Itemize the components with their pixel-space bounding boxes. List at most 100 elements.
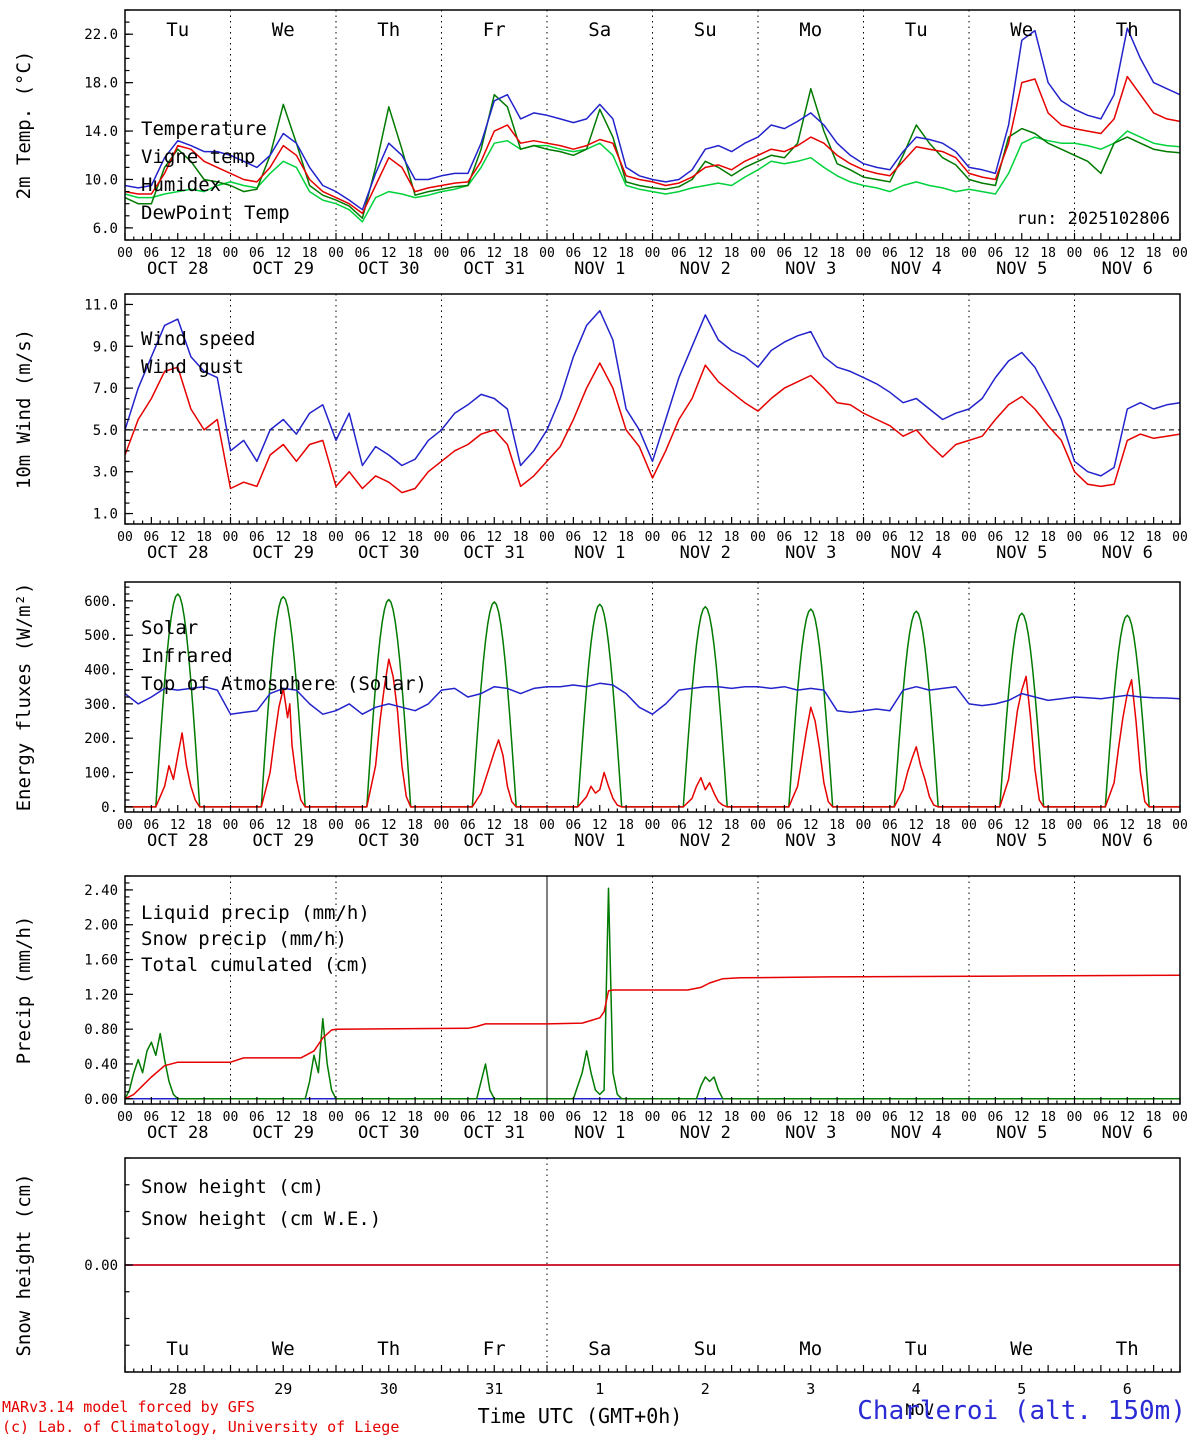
hour-tick-label: 06 <box>460 818 476 833</box>
hour-tick-label: 12 <box>381 818 397 833</box>
hour-tick-label: 00 <box>539 246 555 261</box>
hour-tick-label: 06 <box>882 246 898 261</box>
hour-tick-label: 00 <box>1067 818 1083 833</box>
hour-tick-label: 12 <box>592 818 608 833</box>
hour-tick-label: 18 <box>724 530 740 545</box>
y-tick-label: 18.0 <box>84 76 118 92</box>
station-label: Charleroi (alt. 150m) <box>857 1396 1186 1426</box>
day-name-label: Th <box>377 19 400 41</box>
date-label: NOV 5 <box>996 543 1047 563</box>
hour-tick-label: 06 <box>671 246 687 261</box>
hour-tick-label: 18 <box>513 818 529 833</box>
y-tick-label: 500. <box>84 628 118 644</box>
date-label: NOV 2 <box>680 543 731 563</box>
hour-tick-label: 00 <box>645 818 661 833</box>
date-label: NOV 3 <box>785 259 836 279</box>
date-label: OCT 29 <box>253 259 314 279</box>
y-tick-label: 0.00 <box>84 1092 118 1108</box>
legend-humidex: Humidex <box>141 174 221 196</box>
date-label: NOV 4 <box>891 543 942 563</box>
day-name-label: Su <box>694 19 717 41</box>
hour-tick-label: 12 <box>592 246 608 261</box>
legend-infrared: Infrared <box>141 645 233 667</box>
day-name-label: Fr <box>483 1338 506 1360</box>
hour-tick-label: 06 <box>671 530 687 545</box>
hour-tick-label: 00 <box>645 530 661 545</box>
panel-wind: 11.0 9.0 7.0 5.0 3.0 1.0 00 06 12 18 00 06 12 18 00 06 1… <box>13 293 1188 563</box>
hour-tick-label: 06 <box>460 530 476 545</box>
date-label: NOV 1 <box>574 259 625 279</box>
date-label: NOV 5 <box>996 831 1047 851</box>
panel-precip: 2.40 2.00 1.60 1.20 0.80 0.40 0.00 00 06 12 18 00 06… <box>13 875 1188 1143</box>
date-label: OCT 28 <box>147 543 208 563</box>
legend-top-of-atmosphere-solar: Top of Atmosphere (Solar) <box>141 673 427 695</box>
day-name-label: Th <box>1116 19 1139 41</box>
hour-tick-label: 00 <box>434 818 450 833</box>
day-name-label: We <box>272 1338 295 1360</box>
hour-tick-label: 12 <box>908 818 924 833</box>
hour-tick-label: 00 <box>328 530 344 545</box>
hour-tick-label: 00 <box>539 530 555 545</box>
legend-total-cumulated-cm: Total cumulated (cm) <box>141 954 370 976</box>
y-tick-label: 11.0 <box>84 297 118 313</box>
hour-tick-label: 12 <box>697 818 713 833</box>
hour-tick-label: 18 <box>513 530 529 545</box>
hour-tick-label: 00 <box>117 530 133 545</box>
x-axis-title: Time UTC (GMT+0h) <box>477 1404 683 1428</box>
hour-tick-label: 18 <box>829 1110 845 1125</box>
hour-tick-label: 06 <box>355 818 371 833</box>
day-number-label: 4 <box>912 1380 921 1398</box>
hour-tick-label: 18 <box>407 818 423 833</box>
series-wind-gust <box>125 309 1180 477</box>
hour-tick-label: 06 <box>988 530 1004 545</box>
date-label: NOV 4 <box>891 1123 942 1143</box>
hour-tick-label: 06 <box>355 246 371 261</box>
hour-tick-label: 12 <box>908 1110 924 1125</box>
hour-tick-label: 06 <box>566 1110 582 1125</box>
y-tick-label: 600. <box>84 594 118 610</box>
date-label: OCT 28 <box>147 259 208 279</box>
day-name-label: Tu <box>166 19 189 41</box>
hour-tick-label: 12 <box>1119 246 1135 261</box>
hour-tick-label: 00 <box>117 818 133 833</box>
hour-tick-label: 00 <box>856 1110 872 1125</box>
hour-tick-label: 12 <box>486 818 502 833</box>
day-number-label: 30 <box>380 1380 398 1398</box>
date-label: NOV 1 <box>574 1123 625 1143</box>
hour-tick-label: 00 <box>1172 530 1188 545</box>
day-name-label: Th <box>377 1338 400 1360</box>
hour-tick-label: 12 <box>1119 1110 1135 1125</box>
legend-liquid-precip-mm-h: Liquid precip (mm/h) <box>141 902 370 924</box>
model-credit-line1: MARv3.14 model forced by GFS <box>2 1398 255 1416</box>
y-tick-label: 14.0 <box>84 124 118 140</box>
y-tick-label: 2.40 <box>84 883 118 899</box>
date-label: NOV 2 <box>680 1123 731 1143</box>
date-label: NOV 3 <box>785 1123 836 1143</box>
month-label: NOV <box>905 1400 934 1419</box>
panel-energy: 600. 500. 400. 300. 200. 100. 0. 00 06 12 18 00 06 12… <box>13 581 1188 851</box>
y-tick-label: 1.60 <box>84 953 118 969</box>
y-tick-label: 0.40 <box>84 1057 118 1073</box>
hour-tick-label: 06 <box>671 818 687 833</box>
series-dewpoint-temp <box>125 130 1180 223</box>
hour-tick-label: 12 <box>803 246 819 261</box>
hour-tick-label: 12 <box>170 818 186 833</box>
hour-tick-label: 18 <box>1040 818 1056 833</box>
day-number-label: 3 <box>806 1380 815 1398</box>
hour-tick-label: 00 <box>1067 530 1083 545</box>
hour-tick-label: 06 <box>777 530 793 545</box>
hour-tick-label: 06 <box>249 818 265 833</box>
hour-tick-label: 18 <box>407 1110 423 1125</box>
day-name-label: Tu <box>166 1338 189 1360</box>
hour-tick-label: 06 <box>144 530 160 545</box>
hour-tick-label: 12 <box>381 246 397 261</box>
legend-wind-speed: Wind speed <box>141 328 255 350</box>
hour-tick-label: 18 <box>829 818 845 833</box>
hour-tick-label: 18 <box>618 530 634 545</box>
hour-tick-label: 00 <box>750 818 766 833</box>
hour-tick-label: 00 <box>117 1110 133 1125</box>
date-label: NOV 4 <box>891 831 942 851</box>
date-label: OCT 29 <box>253 543 314 563</box>
day-number-label: 28 <box>169 1380 187 1398</box>
